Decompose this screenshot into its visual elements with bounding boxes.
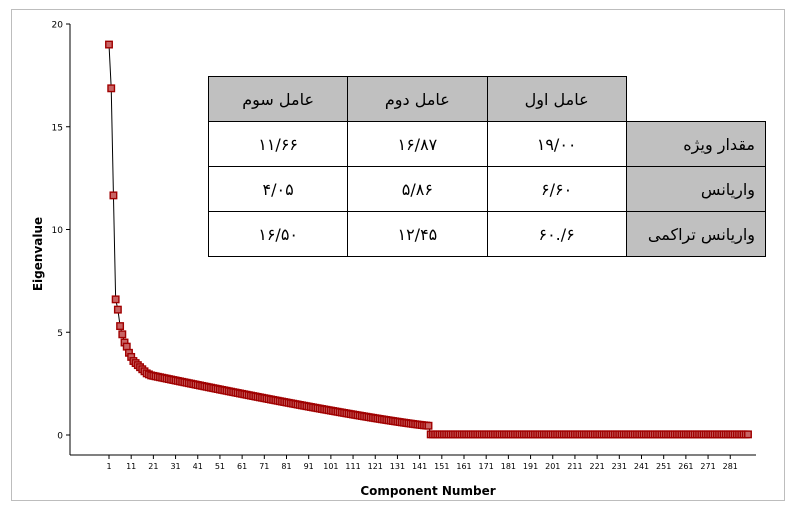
x-tick-label: 71 — [259, 462, 269, 471]
x-tick-label: 231 — [612, 462, 627, 471]
y-tick-label: 10 — [52, 226, 64, 236]
x-tick-label: 111 — [345, 462, 360, 471]
x-tick-label: 121 — [368, 462, 383, 471]
eigenvalue-factor-3: ۱۱/۶۶ — [207, 121, 349, 167]
x-tick-label: 271 — [700, 462, 715, 471]
data-point — [109, 191, 118, 200]
data-point — [107, 84, 116, 93]
x-tick-label: 1 — [106, 462, 111, 471]
y-tick-label: 20 — [52, 21, 64, 31]
variance-factor-2: ۵/۸۶ — [347, 166, 488, 212]
x-tick-label: 211 — [567, 462, 582, 471]
factor-summary-table: عامل سوم عامل دوم عامل اول ۱۱/۶۶ ۱۶/۸۷ ۱… — [207, 76, 767, 257]
table-header-row: عامل سوم عامل دوم عامل اول — [207, 76, 766, 122]
row-label-variance: واریانس — [625, 166, 767, 212]
x-tick-label: 281 — [723, 462, 738, 471]
variance-factor-3: ۴/۰۵ — [207, 166, 349, 212]
x-tick-label: 241 — [634, 462, 649, 471]
header-factor-2: عامل دوم — [347, 76, 488, 122]
x-tick-label: 101 — [323, 462, 338, 471]
y-tick-label: 5 — [57, 329, 63, 339]
table-row: ۱۶/۵۰ ۱۲/۴۵ ۶/.۶۰ واریانس تراکمی — [207, 211, 767, 257]
data-point — [424, 421, 433, 430]
row-label-cumulative-variance: واریانس تراکمی — [625, 211, 767, 257]
data-point — [111, 295, 120, 304]
data-point — [116, 322, 125, 331]
y-tick-label: 15 — [52, 123, 63, 133]
data-point — [113, 305, 122, 314]
y-axis-label: Eigenvalue — [31, 217, 45, 291]
x-tick-label: 81 — [281, 462, 291, 471]
data-point — [105, 40, 113, 49]
header-factor-3: عامل سوم — [207, 76, 349, 122]
x-tick-label: 131 — [390, 462, 405, 471]
x-tick-label: 221 — [589, 462, 604, 471]
x-axis-label: Component Number — [360, 484, 495, 498]
chart-frame: 0 5 10 15 20 1 11 21 31 41 51 61 71 81 91 101 111 121 131 1… — [11, 9, 785, 501]
cumulative-variance-factor-1: ۶/.۶۰ — [486, 211, 627, 257]
x-tick-label: 171 — [479, 462, 494, 471]
y-tick-label: 0 — [57, 432, 63, 442]
x-tick-label: 181 — [501, 462, 516, 471]
x-tick-label: 191 — [523, 462, 538, 471]
x-tick-label: 251 — [656, 462, 671, 471]
x-tick-label: 21 — [148, 462, 158, 471]
x-tick-label: 61 — [237, 462, 247, 471]
data-point — [744, 430, 752, 439]
eigenvalue-factor-2: ۱۶/۸۷ — [347, 121, 488, 167]
row-label-eigenvalue: مقدار ویژه — [625, 121, 767, 167]
x-tick-label: 31 — [170, 462, 180, 471]
x-tick-label: 161 — [456, 462, 471, 471]
table-row: ۴/۰۵ ۵/۸۶ ۶/۶۰ واریانس — [207, 166, 767, 212]
variance-factor-1: ۶/۶۰ — [486, 166, 627, 212]
cumulative-variance-factor-2: ۱۲/۴۵ — [347, 211, 488, 257]
eigenvalue-series — [105, 40, 752, 439]
header-empty-cell — [625, 76, 766, 122]
x-tick-label: 151 — [434, 462, 449, 471]
table-row: ۱۱/۶۶ ۱۶/۸۷ ۱۹/۰۰ مقدار ویژه — [207, 121, 767, 167]
cumulative-variance-factor-3: ۱۶/۵۰ — [207, 211, 349, 257]
header-factor-1: عامل اول — [486, 76, 627, 122]
x-tick-label: 51 — [215, 462, 225, 471]
x-tick-label: 201 — [545, 462, 560, 471]
x-tick-label: 11 — [126, 462, 136, 471]
x-tick-label: 91 — [304, 462, 314, 471]
eigenvalue-factor-1: ۱۹/۰۰ — [486, 121, 627, 167]
data-point — [118, 330, 127, 339]
x-tick-label: 261 — [678, 462, 693, 471]
x-tick-label: 141 — [412, 462, 427, 471]
x-tick-label: 41 — [193, 462, 203, 471]
